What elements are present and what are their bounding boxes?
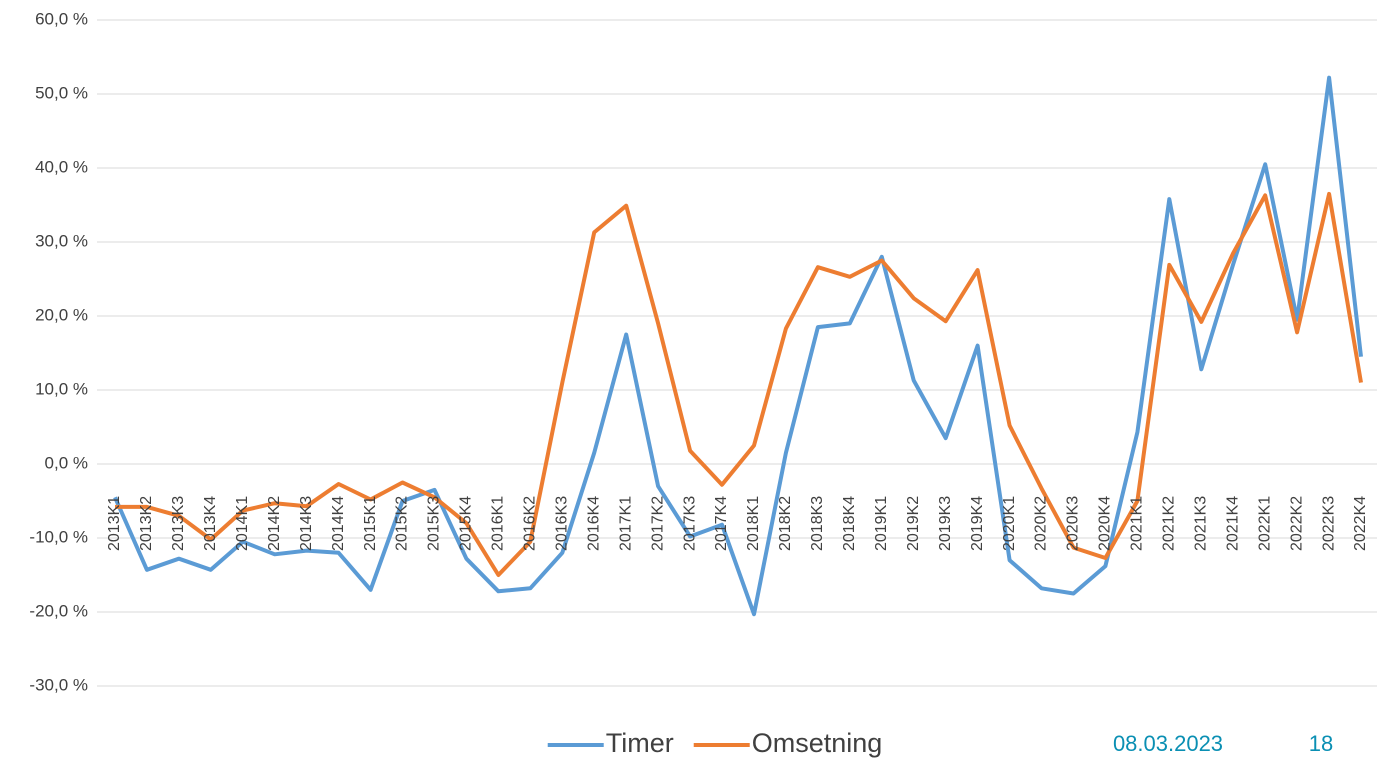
x-tick-label: 2017K2 — [649, 496, 666, 551]
x-tick-label: 2018K4 — [841, 496, 858, 551]
x-tick-label: 2016K4 — [585, 496, 602, 551]
x-tick-label: 2013K4 — [202, 496, 219, 551]
y-tick-label: -20,0 % — [29, 601, 88, 620]
legend-label: Omsetning — [752, 728, 883, 758]
x-tick-label: 2022K3 — [1320, 496, 1337, 551]
x-tick-label: 2020K3 — [1065, 496, 1082, 551]
legend-label: Timer — [606, 728, 674, 758]
y-tick-label: 40,0 % — [35, 157, 88, 176]
y-tick-label: 60,0 % — [35, 9, 88, 28]
footer-date: 08.03.2023 — [1113, 731, 1223, 756]
x-tick-label: 2013K2 — [138, 496, 155, 551]
x-tick-label: 2019K3 — [937, 496, 954, 551]
x-tick-label: 2014K4 — [330, 496, 347, 551]
x-tick-label: 2022K1 — [1256, 496, 1273, 551]
x-tick-label: 2014K2 — [266, 496, 283, 551]
y-tick-label: 50,0 % — [35, 83, 88, 102]
x-tick-label: 2020K1 — [1001, 496, 1018, 551]
x-tick-label: 2013K1 — [106, 496, 123, 551]
x-tick-label: 2015K2 — [394, 496, 411, 551]
x-tick-label: 2018K1 — [745, 496, 762, 551]
x-tick-label: 2016K2 — [522, 496, 539, 551]
x-tick-label: 2019K2 — [905, 496, 922, 551]
x-tick-label: 2018K3 — [809, 496, 826, 551]
x-tick-label: 2021K4 — [1224, 496, 1241, 551]
x-tick-label: 2021K2 — [1161, 496, 1178, 551]
x-tick-label: 2022K4 — [1352, 496, 1369, 551]
x-tick-label: 2017K1 — [617, 496, 634, 551]
series-line — [115, 191, 1363, 577]
x-tick-label: 2020K4 — [1097, 496, 1114, 551]
x-tick-label: 2021K3 — [1192, 496, 1209, 551]
x-tick-label: 2017K4 — [713, 496, 730, 551]
x-tick-label: 2015K1 — [362, 496, 379, 551]
x-tick-label: 2019K4 — [969, 496, 986, 551]
x-tick-label: 2021K1 — [1129, 496, 1146, 551]
x-tick-label: 2019K1 — [873, 496, 890, 551]
x-tick-label: 2016K1 — [490, 496, 507, 551]
y-tick-label: -30,0 % — [29, 675, 88, 694]
y-tick-label: -10,0 % — [29, 527, 88, 546]
y-tick-label: 30,0 % — [35, 231, 88, 250]
x-tick-label: 2015K3 — [426, 496, 443, 551]
y-tick-label: 20,0 % — [35, 305, 88, 324]
y-tick-label: 0,0 % — [45, 453, 88, 472]
series-line — [113, 75, 1363, 617]
x-tick-label: 2014K3 — [298, 496, 315, 551]
x-tick-label: 2017K3 — [681, 496, 698, 551]
x-tick-label: 2013K3 — [170, 496, 187, 551]
x-tick-label: 2015K4 — [458, 496, 475, 551]
y-tick-label: 10,0 % — [35, 379, 88, 398]
footer-page: 18 — [1309, 731, 1333, 756]
x-tick-label: 2014K1 — [234, 496, 251, 551]
x-tick-label: 2020K2 — [1033, 496, 1050, 551]
x-tick-label: 2022K2 — [1288, 496, 1305, 551]
x-tick-label: 2018K2 — [777, 496, 794, 551]
x-tick-label: 2016K3 — [553, 496, 570, 551]
